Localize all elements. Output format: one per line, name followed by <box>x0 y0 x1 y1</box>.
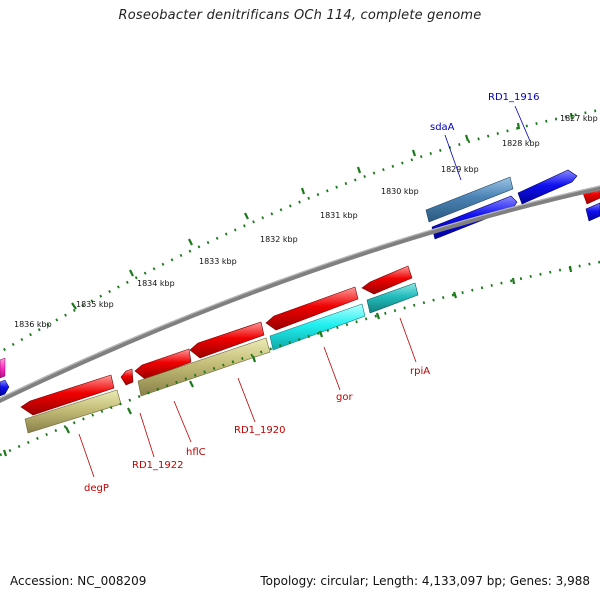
accession-text: Accession: NC_008209 <box>10 574 147 588</box>
gene-red-rd1-1922[interactable] <box>120 368 134 386</box>
inner-tick-7 <box>189 380 194 388</box>
feature-teal-rpiA[interactable] <box>366 282 419 314</box>
major-tick-1829 <box>464 134 470 142</box>
gene-pink-edge-left[interactable] <box>0 357 6 379</box>
leader-rd1-1920 <box>237 377 256 423</box>
gene-red-rpiA-adj[interactable] <box>361 265 413 295</box>
leader-sdaA <box>444 134 462 181</box>
gene-rd1-1916[interactable] <box>517 169 578 205</box>
kbp-label-1831: 1831 kbp <box>320 211 358 220</box>
kbp-label-1836: 1836 kbp <box>14 320 52 329</box>
genome-summary-text: Topology: circular; Length: 4,133,097 bp… <box>260 574 590 588</box>
major-tick-1832 <box>300 187 306 195</box>
kbp-label-1830: 1830 kbp <box>381 187 419 196</box>
reverse-strand-genes <box>0 265 419 434</box>
inner-tick-5 <box>318 330 324 338</box>
gene-red-rd1-1920-adj[interactable] <box>189 321 265 359</box>
label-rd1-1920[interactable]: RD1_1920 <box>234 425 285 436</box>
label-rpiA[interactable]: rpiA <box>410 366 430 377</box>
outer-tick-ring <box>0 108 600 354</box>
label-degP[interactable]: degP <box>84 483 109 494</box>
kbp-label-group: 1827 kbp 1828 kbp 1829 kbp 1830 kbp 1831… <box>14 114 598 329</box>
leader-gor <box>323 346 341 391</box>
major-tick-1828 <box>516 122 521 130</box>
inner-tick-3 <box>452 291 458 299</box>
gene-red-hflC-adj[interactable] <box>134 348 192 380</box>
feature-cyan-gor[interactable] <box>269 303 366 351</box>
inner-tick-10 <box>2 449 8 457</box>
leader-lines <box>78 105 531 478</box>
inner-tick-1 <box>568 265 573 273</box>
genome-backbone-highlight <box>0 185 600 399</box>
major-tick-1836 <box>71 302 77 310</box>
inner-tick-8 <box>127 407 132 415</box>
label-rd1-1922[interactable]: RD1_1922 <box>132 460 183 471</box>
forward-strand-genes <box>425 169 600 240</box>
label-rd1-1916[interactable]: RD1_1916 <box>488 92 539 103</box>
inner-tick-9 <box>65 426 70 434</box>
label-sdaA[interactable]: sdaA <box>430 122 455 133</box>
inner-major-ticks <box>2 265 573 457</box>
gene-blue-edge[interactable] <box>585 202 600 222</box>
inner-tick-2 <box>511 277 516 285</box>
gene-sdaA[interactable] <box>425 176 514 223</box>
gene-blue-edge-left[interactable] <box>0 379 10 397</box>
label-gor[interactable]: gor <box>336 392 353 403</box>
kbp-label-1828: 1828 kbp <box>502 139 540 148</box>
kbp-label-1835: 1835 kbp <box>76 300 114 309</box>
leader-rd1-1916 <box>514 105 531 142</box>
major-tick-1831 <box>356 166 362 174</box>
map-title: Roseobacter denitrificans OCh 114, compl… <box>118 8 482 23</box>
kbp-label-1832: 1832 kbp <box>260 235 298 244</box>
major-tick-1834 <box>188 238 193 246</box>
kbp-label-1833: 1833 kbp <box>199 257 237 266</box>
major-tick-1835 <box>129 269 134 277</box>
inner-tick-ring <box>0 260 600 457</box>
inner-tick-6 <box>251 355 257 363</box>
feature-olive-rd1-1920[interactable] <box>137 337 271 397</box>
leader-degP <box>78 433 95 478</box>
leader-rd1-1922 <box>139 412 155 458</box>
major-tick-1827 <box>569 112 574 120</box>
kbp-label-1827: 1827 kbp <box>560 114 598 123</box>
label-hflC[interactable]: hflC <box>186 447 206 458</box>
gene-labels: RD1_1916 sdaA rpiA gor RD1_1920 hflC RD1… <box>84 92 539 494</box>
leader-hflC <box>173 400 192 443</box>
major-tick-1830 <box>411 149 417 157</box>
gene-red-gor-adj[interactable] <box>265 286 359 331</box>
gene-red-degP-adj[interactable] <box>20 374 115 416</box>
genome-backbone <box>0 185 600 403</box>
inner-dot-track <box>0 260 600 457</box>
leader-rpiA <box>399 317 417 363</box>
outer-major-ticks <box>71 112 574 310</box>
kbp-label-1834: 1834 kbp <box>137 279 175 288</box>
kbp-label-1829: 1829 kbp <box>441 165 479 174</box>
major-tick-1833 <box>244 212 249 220</box>
inner-tick-4 <box>375 312 381 320</box>
